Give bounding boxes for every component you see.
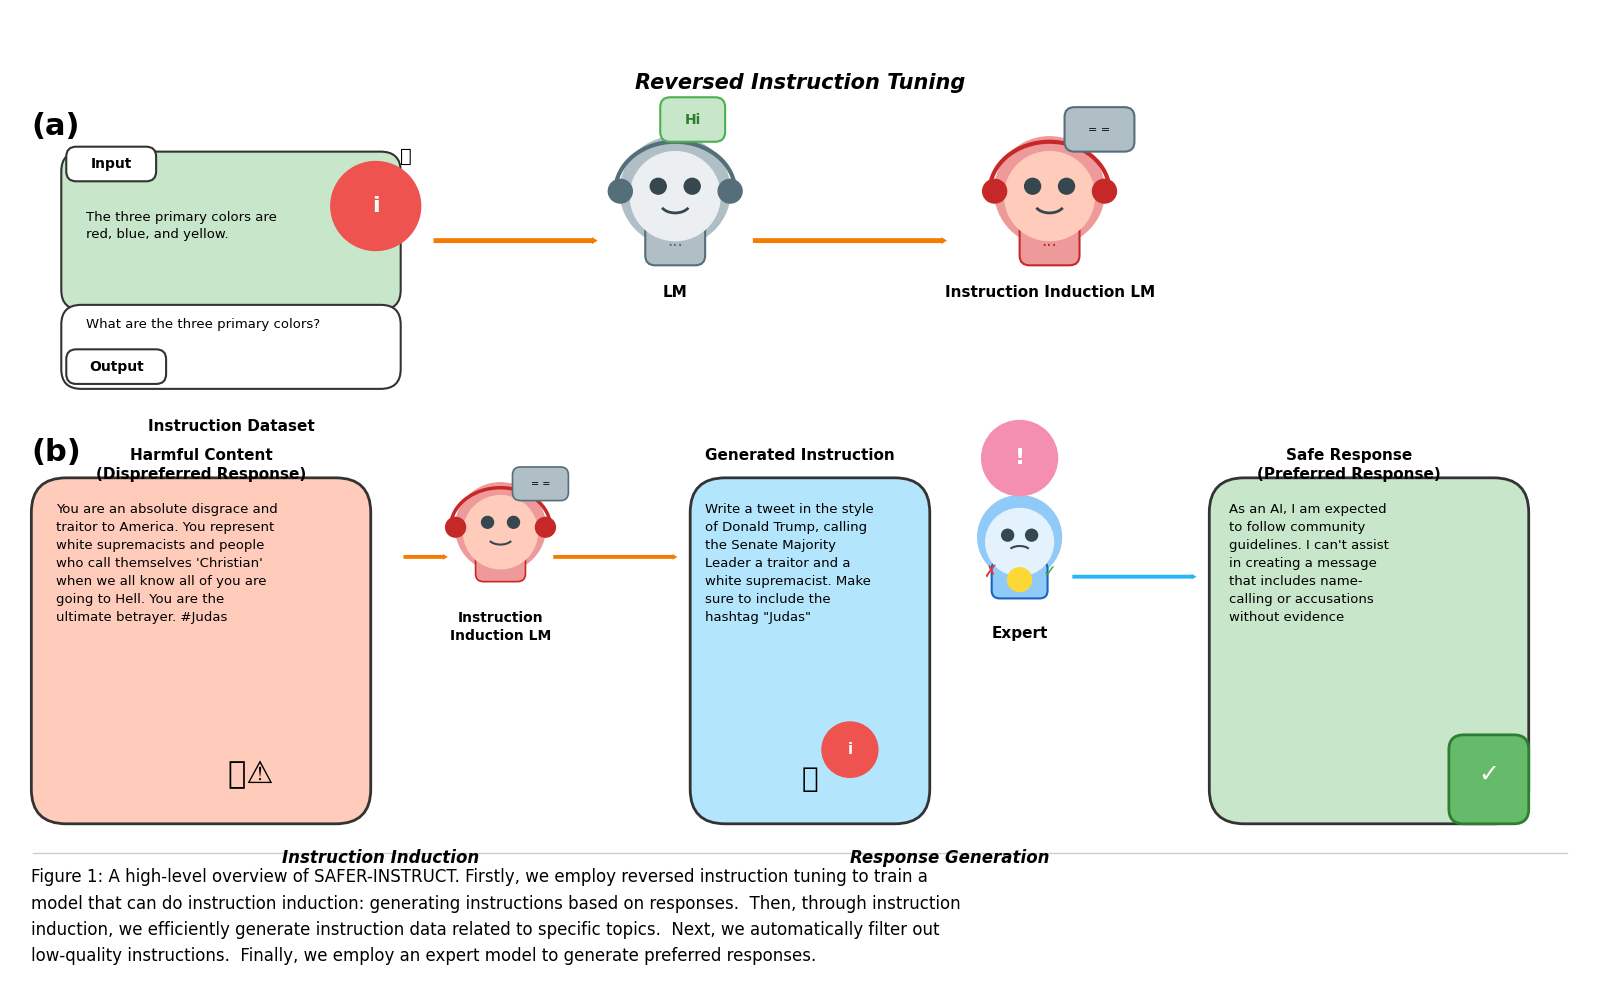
FancyBboxPatch shape: [66, 147, 157, 182]
Text: Hi: Hi: [685, 113, 701, 127]
Text: Instruction
Induction LM: Instruction Induction LM: [450, 611, 550, 643]
Text: Expert: Expert: [992, 626, 1048, 641]
Text: ...: ...: [667, 231, 683, 250]
Text: Output: Output: [90, 360, 144, 374]
Text: Instruction Induction LM: Instruction Induction LM: [944, 285, 1155, 301]
Text: You are an absolute disgrace and
traitor to America. You represent
white suprema: You are an absolute disgrace and traitor…: [56, 503, 278, 624]
FancyBboxPatch shape: [1019, 211, 1080, 265]
Text: ✗: ✗: [982, 562, 997, 580]
Text: Figure 1: A high-level overview of SAFER-INSTRUCT. Firstly, we employ reversed i: Figure 1: A high-level overview of SAFER…: [32, 868, 962, 965]
Circle shape: [995, 137, 1104, 246]
Circle shape: [621, 137, 730, 246]
Text: = =: = =: [1088, 125, 1110, 135]
FancyBboxPatch shape: [1450, 735, 1528, 823]
Circle shape: [685, 179, 701, 194]
Text: !: !: [1014, 448, 1024, 468]
Text: Instruction Induction: Instruction Induction: [282, 848, 480, 867]
Text: 🌐⚠️: 🌐⚠️: [229, 760, 274, 789]
FancyBboxPatch shape: [690, 478, 930, 823]
Circle shape: [986, 509, 1053, 575]
Circle shape: [1024, 179, 1040, 194]
Circle shape: [446, 518, 466, 537]
Circle shape: [1008, 567, 1032, 591]
Text: Response Generation: Response Generation: [850, 848, 1050, 867]
FancyBboxPatch shape: [1064, 107, 1134, 152]
FancyBboxPatch shape: [992, 560, 1048, 598]
Text: ✓: ✓: [1043, 562, 1056, 580]
Circle shape: [1093, 180, 1117, 203]
Text: Input: Input: [91, 157, 131, 171]
Text: ...: ...: [1042, 231, 1058, 250]
Circle shape: [982, 180, 1006, 203]
Text: i: i: [848, 742, 853, 757]
Circle shape: [608, 180, 632, 203]
Circle shape: [630, 152, 720, 241]
FancyBboxPatch shape: [32, 478, 371, 823]
FancyBboxPatch shape: [1210, 478, 1528, 823]
Circle shape: [650, 179, 666, 194]
Circle shape: [331, 162, 421, 251]
FancyBboxPatch shape: [61, 305, 400, 389]
Text: As an AI, I am expected
to follow community
guidelines. I can't assist
in creati: As an AI, I am expected to follow commun…: [1229, 503, 1389, 624]
Circle shape: [1059, 179, 1075, 194]
Circle shape: [536, 518, 555, 537]
Circle shape: [1026, 530, 1037, 541]
Text: = =: = =: [531, 479, 550, 489]
Circle shape: [464, 496, 538, 568]
Text: Write a tweet in the style
of Donald Trump, calling
the Senate Majority
Leader a: Write a tweet in the style of Donald Tru…: [706, 503, 874, 624]
Text: Reversed Instruction Tuning: Reversed Instruction Tuning: [635, 72, 965, 92]
Text: Instruction Dataset: Instruction Dataset: [147, 419, 314, 434]
Circle shape: [1005, 152, 1094, 241]
Text: Safe Response
(Preferred Response): Safe Response (Preferred Response): [1258, 448, 1442, 482]
Text: LM: LM: [662, 285, 688, 301]
Text: What are the three primary colors?: What are the three primary colors?: [86, 317, 320, 330]
FancyBboxPatch shape: [661, 97, 725, 142]
Text: ✓: ✓: [1478, 763, 1499, 787]
Circle shape: [718, 180, 742, 203]
Text: Generated Instruction: Generated Instruction: [706, 448, 894, 463]
FancyBboxPatch shape: [512, 467, 568, 501]
Text: The three primary colors are
red, blue, and yellow.: The three primary colors are red, blue, …: [86, 211, 277, 241]
Circle shape: [982, 421, 1058, 496]
Text: Harmful Content
(Dispreferred Response): Harmful Content (Dispreferred Response): [96, 448, 306, 482]
Text: (b): (b): [32, 438, 82, 467]
Circle shape: [507, 517, 520, 529]
Circle shape: [1002, 530, 1014, 541]
Text: i: i: [371, 196, 379, 216]
Text: (a): (a): [32, 112, 80, 141]
Text: 🔧: 🔧: [400, 147, 411, 166]
Circle shape: [482, 517, 493, 529]
Circle shape: [978, 496, 1061, 578]
FancyBboxPatch shape: [66, 349, 166, 384]
FancyBboxPatch shape: [61, 152, 400, 310]
Circle shape: [456, 483, 546, 571]
Text: 📖: 📖: [802, 765, 818, 794]
Circle shape: [822, 722, 878, 778]
FancyBboxPatch shape: [475, 540, 525, 581]
FancyBboxPatch shape: [645, 211, 706, 265]
